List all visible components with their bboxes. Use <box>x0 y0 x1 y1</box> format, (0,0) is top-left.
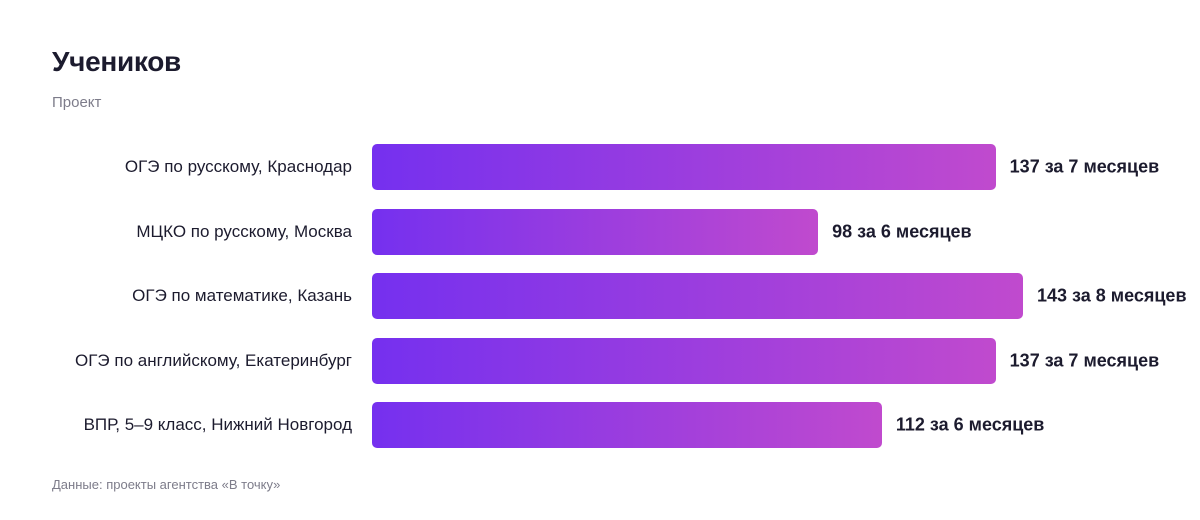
chart-title: Учеников <box>52 46 181 77</box>
bar <box>372 273 1023 319</box>
value-label: 137 за 7 месяцев <box>1009 350 1160 370</box>
bar <box>372 337 996 384</box>
value-label: 112 за 6 месяцев <box>895 414 1045 435</box>
bar <box>372 144 996 190</box>
category-label: ОГЭ по английскому, Екатеринбург <box>75 350 352 370</box>
category-label: ВПР, 5–9 класс, Нижний Новгород <box>83 415 352 434</box>
source-note: Данные: проекты агентства «В точку» <box>52 477 281 492</box>
value-label: 137 за 7 месяцев <box>1009 156 1160 177</box>
value-label: 98 за 6 месяцев <box>832 221 972 241</box>
category-label: ОГЭ по русскому, Краснодар <box>124 157 352 176</box>
chart-subtitle: Проект <box>52 94 102 111</box>
category-label: МЦКО по русскому, Москва <box>136 221 352 241</box>
value-label: 143 за 8 месяцев <box>1037 285 1187 306</box>
bar <box>372 402 882 448</box>
category-label: ОГЭ по математике, Казань <box>132 286 352 305</box>
bar <box>372 208 819 255</box>
